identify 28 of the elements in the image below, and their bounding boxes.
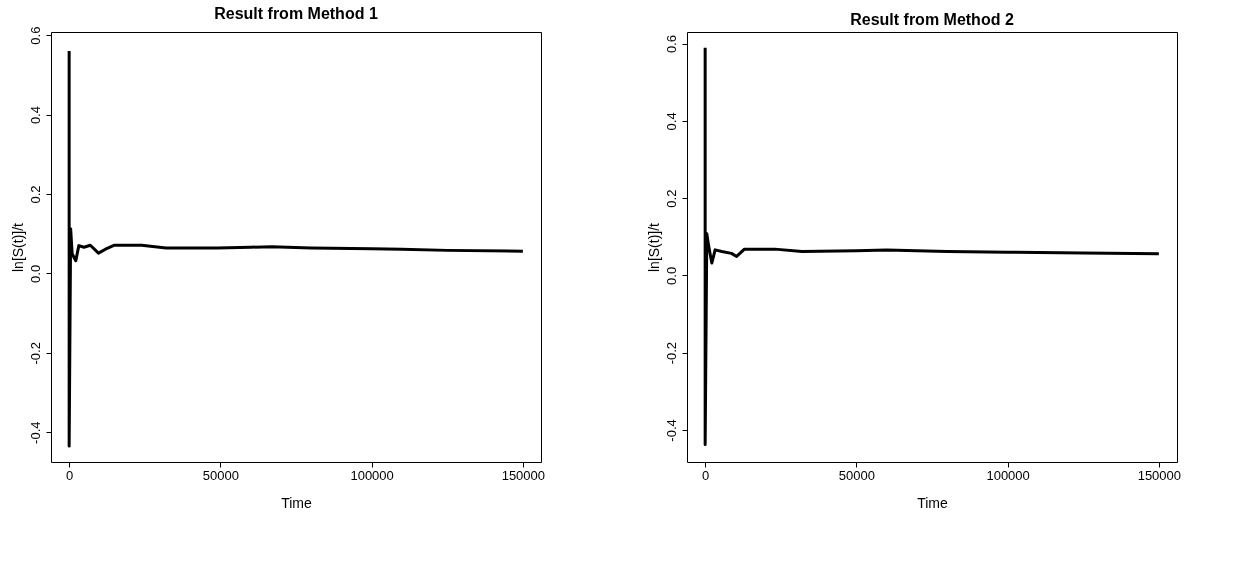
y-tick-label: 0.0 bbox=[27, 264, 43, 283]
chart-title: Result from Method 2 bbox=[850, 11, 1014, 28]
y-tick-label: 0.6 bbox=[27, 26, 43, 45]
y-tick-label: 0.4 bbox=[663, 112, 679, 131]
x-axis-title: Time bbox=[917, 494, 949, 511]
x-tick-label: 0 bbox=[66, 467, 74, 483]
x-tick-label: 50000 bbox=[202, 467, 239, 483]
y-tick-label: -0.2 bbox=[663, 341, 679, 365]
y-tick-label: -0.4 bbox=[27, 421, 43, 444]
y-tick-label: 0.2 bbox=[663, 189, 679, 208]
line-series bbox=[67, 49, 525, 448]
line-series bbox=[703, 46, 1161, 447]
x-tick-label: 0 bbox=[702, 467, 710, 483]
x-tick-label: 100000 bbox=[986, 467, 1030, 483]
y-tick-label: 0.0 bbox=[663, 266, 679, 285]
x-tick-label: 50000 bbox=[838, 467, 875, 483]
x-tick-label: 150000 bbox=[501, 467, 546, 483]
y-tick-label: -0.4 bbox=[663, 419, 679, 442]
chart-title: Result from Method 1 bbox=[214, 5, 378, 23]
x-tick-label: 150000 bbox=[1137, 467, 1182, 483]
x-axis-title: Time bbox=[281, 494, 313, 511]
y-tick-label: 0.4 bbox=[27, 106, 43, 125]
y-tick-label: -0.2 bbox=[27, 342, 43, 365]
y-axis-title: ln[S(t)]/t bbox=[9, 222, 26, 273]
y-tick-label: 0.2 bbox=[27, 185, 43, 204]
y-axis-title: ln[S(t)]/t bbox=[645, 222, 662, 273]
y-tick-label: 0.6 bbox=[663, 35, 679, 54]
x-tick-label: 100000 bbox=[350, 467, 394, 483]
